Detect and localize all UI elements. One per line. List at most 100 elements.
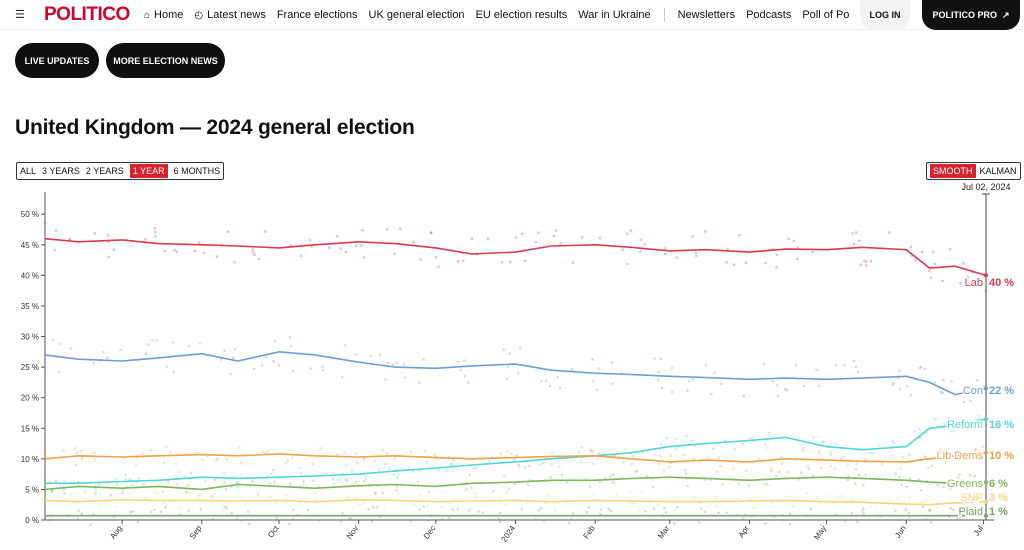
poll-dot-lab [308,239,312,242]
poll-dot-snp [444,491,447,495]
poll-dot-greens [373,492,377,495]
poll-dot-lab [215,255,219,258]
poll-dot-snp [593,492,596,496]
poll-dot-greens [142,483,145,486]
poll-dot-lib-dems [499,452,503,455]
poll-dot-reform [685,435,688,438]
poll-dot-con [418,381,421,384]
poll-dot-con [395,361,398,365]
series-endpoint-reform [984,417,988,422]
range-option-3-years[interactable]: 3 YEARS [42,166,80,176]
poll-dot-reform [62,488,66,491]
poll-dot-lab [53,248,56,252]
poll-dot-snp [543,501,547,505]
range-option-2-years[interactable]: 2 YEARS [85,166,124,176]
mode-option-kalman[interactable]: KALMAN [979,166,1017,176]
poll-dot-snp [362,501,365,505]
poll-dot-lib-dems [93,451,96,454]
nav-item-uk-general-election[interactable]: UK general election [369,8,465,22]
poll-dot-plaid [240,519,243,523]
poll-dot-lib-dems [286,459,289,462]
politico-logo[interactable]: POLITICO [44,4,130,25]
poll-dot-lib-dems [319,447,322,450]
poll-dot-lib-dems [149,448,153,452]
menu-icon[interactable]: ☰ [15,9,25,21]
poll-dot-greens [774,475,778,478]
nav-item-poll-of-polls[interactable]: Poll of Polls [802,8,850,22]
poll-dot-reform [558,465,561,468]
nav-item-latest-news[interactable]: ◴ Latest news [194,8,265,22]
poll-dot-reform [934,417,937,421]
poll-dot-reform [411,469,415,473]
nav-item-podcasts[interactable]: Podcasts [746,8,791,22]
poll-dot-plaid [537,509,540,512]
range-option-all[interactable]: ALL [20,166,37,176]
poll-dot-snp [714,504,718,508]
poll-dot-lab [362,256,366,259]
poll-dot-lib-dems [669,454,673,457]
poll-dot-reform [54,480,57,483]
poll-dot-greens [684,472,688,475]
mode-option-smooth[interactable]: SMOOTH [930,164,976,178]
nav-item-war-in-ukraine[interactable]: War in Ukraine [578,8,650,22]
poll-dot-lab [386,228,389,231]
poll-dot-con [854,365,858,369]
series-label-reform: Reform [947,419,983,431]
poll-dot-greens [565,481,569,484]
nav-item-france-elections[interactable]: France elections [277,8,358,22]
login-button[interactable]: LOG IN [860,0,910,30]
poll-dot-greens [416,480,420,484]
poll-dot-lib-dems [216,457,219,460]
poll-dot-lib-dems [924,455,928,459]
poll-dot-reform [674,437,677,441]
more-election-news-button[interactable]: MORE ELECTION NEWS [106,43,225,78]
poll-dot-con [909,393,913,397]
live-updates-button[interactable]: LIVE UPDATES [15,43,99,78]
poll-dot-reform [869,451,872,455]
poll-dot-snp [142,502,145,506]
poll-dot-greens [331,477,335,481]
home-icon: ⌂ [144,9,151,21]
poll-dot-lab [928,269,931,272]
poll-dot-plaid [819,523,823,527]
poll-dot-reform [829,453,833,456]
nav-item-eu-election-results[interactable]: EU election results [476,8,568,22]
poll-dot-con [704,363,708,367]
poll-dot-greens [898,475,901,479]
poll-dot-lab [534,240,538,244]
range-option-1-year[interactable]: 1 YEAR [129,164,168,178]
poll-dot-reform [665,436,669,440]
range-option-6-months[interactable]: 6 MONTHS [173,166,221,176]
poll-dot-greens [905,485,908,489]
poll-dot-plaid [223,505,226,508]
x-tick-label: Dec [422,524,438,541]
poll-dot-plaid [92,513,95,517]
poll-dot-lib-dems [930,464,933,468]
poll-dot-plaid [567,521,571,525]
poll-dot-con [899,387,902,391]
poll-dot-con [657,370,660,374]
series-line-con [44,350,987,396]
poll-dot-plaid [51,518,54,522]
poll-dot-snp [875,507,879,510]
poll-dot-plaid [448,516,451,520]
poll-dot-greens [703,478,706,481]
nav-item-home[interactable]: ⌂ Home [144,8,183,22]
poll-dot-plaid [673,522,676,525]
poll-dot-reform [524,466,527,469]
poll-dot-greens [864,473,867,477]
poll-dot-plaid [225,507,228,510]
poll-dot-snp [792,504,796,508]
poll-dot-snp [238,495,241,498]
poll-dot-lab [68,238,71,241]
poll-dot-lab [664,247,667,250]
poll-dot-con [595,388,599,392]
politico-pro-button[interactable]: POLITICO PRO ↗ [922,0,1020,30]
poll-dot-lib-dems [362,457,366,460]
poll-dot-snp [244,502,248,505]
poll-dot-plaid [456,508,459,511]
nav-item-newsletters[interactable]: Newsletters [678,8,735,22]
poll-dot-reform [54,479,58,483]
poll-dot-snp [153,490,156,494]
poll-dot-con [688,379,691,383]
